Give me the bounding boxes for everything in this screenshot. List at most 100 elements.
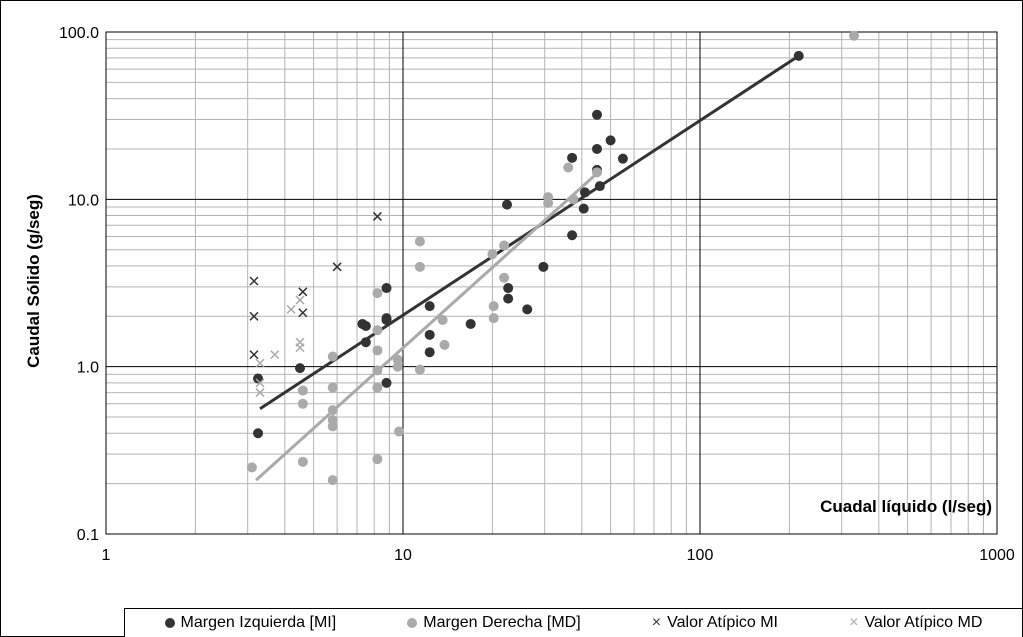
data-point — [424, 329, 435, 340]
data-point — [327, 351, 338, 362]
data-point — [424, 347, 435, 358]
data-point — [372, 345, 383, 356]
data-point — [488, 301, 499, 312]
x-tick-labels: 1 10 100 1000 — [102, 547, 1015, 564]
outlier-point — [249, 276, 259, 286]
outlier-point — [255, 378, 265, 388]
data-point — [503, 283, 514, 294]
data-point — [360, 320, 371, 331]
data-point — [372, 454, 383, 465]
data-point — [592, 167, 603, 178]
data-point — [465, 318, 476, 329]
y-tick-label: 1.0 — [77, 360, 99, 377]
data-point — [568, 194, 579, 205]
outlier-point — [295, 295, 305, 305]
x-tick-label: 1000 — [979, 547, 1015, 564]
data-point — [297, 385, 308, 396]
data-point — [253, 373, 264, 384]
y-axis-label: Caudal Sólido (g/seg) — [24, 194, 43, 368]
legend-label: Valor Atípico MD — [864, 614, 983, 631]
legend-item-outlier-mi: × Valor Atípico MI — [652, 614, 778, 632]
light-cross-icon: × — [849, 614, 859, 631]
data-point — [414, 236, 425, 247]
data-point — [578, 203, 589, 214]
data-point — [297, 398, 308, 409]
data-point — [502, 199, 513, 210]
data-point — [488, 313, 499, 324]
x-tick-label: 1 — [102, 547, 111, 564]
data-point — [381, 283, 392, 294]
dark-cross-icon: × — [651, 614, 662, 631]
data-point — [381, 313, 392, 324]
data-point — [605, 135, 616, 146]
data-point — [543, 198, 554, 209]
y-tick-label: 0.1 — [77, 527, 99, 544]
data-point — [372, 365, 383, 376]
data-point — [617, 153, 628, 164]
data-point — [538, 261, 549, 272]
data-point — [567, 230, 578, 241]
data-point — [327, 421, 338, 432]
data-point — [327, 405, 338, 416]
x-tick-label: 10 — [394, 547, 412, 564]
data-point — [246, 462, 257, 473]
data-point — [592, 109, 603, 120]
legend: Margen Izquierda [MI] Margen Derecha [MD… — [124, 608, 1022, 637]
outlier-point — [332, 262, 342, 272]
data-point — [414, 364, 425, 375]
outlier-point — [298, 287, 308, 297]
data-point — [381, 377, 392, 388]
data-point — [392, 354, 403, 365]
data-point — [253, 428, 264, 439]
major-gridlines — [106, 32, 997, 534]
minor-gridlines — [106, 32, 997, 534]
legend-label: Valor Atípico MI — [667, 614, 778, 631]
trendline — [255, 169, 601, 482]
data-point — [848, 30, 859, 41]
data-point — [297, 456, 308, 467]
data-point — [437, 315, 448, 326]
data-point — [295, 363, 306, 374]
outlier-point — [249, 350, 259, 360]
data-point — [594, 181, 605, 192]
data-point — [327, 475, 338, 486]
data-point — [563, 162, 574, 173]
x-tick-label: 100 — [687, 547, 714, 564]
data-point — [499, 240, 510, 251]
outlier-point — [249, 311, 259, 321]
data-point — [487, 249, 498, 260]
outlier-point — [295, 343, 305, 353]
y-tick-label: 10.0 — [68, 192, 99, 209]
data-point — [392, 361, 403, 372]
data-point — [372, 288, 383, 299]
data-point — [793, 50, 804, 61]
data-point — [579, 187, 590, 198]
data-points — [246, 30, 859, 486]
outlier-point — [255, 388, 265, 398]
outlier-point — [255, 358, 265, 368]
data-point — [360, 337, 371, 348]
light-dot-icon — [407, 618, 418, 628]
y-tick-label: 100.0 — [59, 25, 99, 42]
legend-label: Margen Izquierda [MI] — [180, 614, 337, 631]
data-point — [499, 272, 510, 283]
outlier-point — [298, 308, 308, 318]
x-axis-label: Cuadal líquido (l/seg) — [820, 497, 992, 516]
data-point — [372, 325, 383, 336]
data-point — [439, 339, 450, 350]
data-point — [327, 382, 338, 393]
outlier-point — [372, 211, 382, 221]
outlier-point — [270, 350, 280, 360]
data-point — [414, 261, 425, 272]
legend-item-outlier-md: × Valor Atípico MD — [849, 614, 982, 632]
legend-item-mi: Margen Izquierda [MI] — [164, 614, 337, 632]
trendlines — [255, 54, 800, 482]
plot-border — [105, 31, 998, 535]
outlier-point — [286, 304, 296, 314]
dark-dot-icon — [164, 618, 175, 628]
data-point — [503, 293, 514, 304]
legend-item-md: Margen Derecha [MD] — [407, 614, 581, 632]
data-point — [522, 304, 533, 315]
